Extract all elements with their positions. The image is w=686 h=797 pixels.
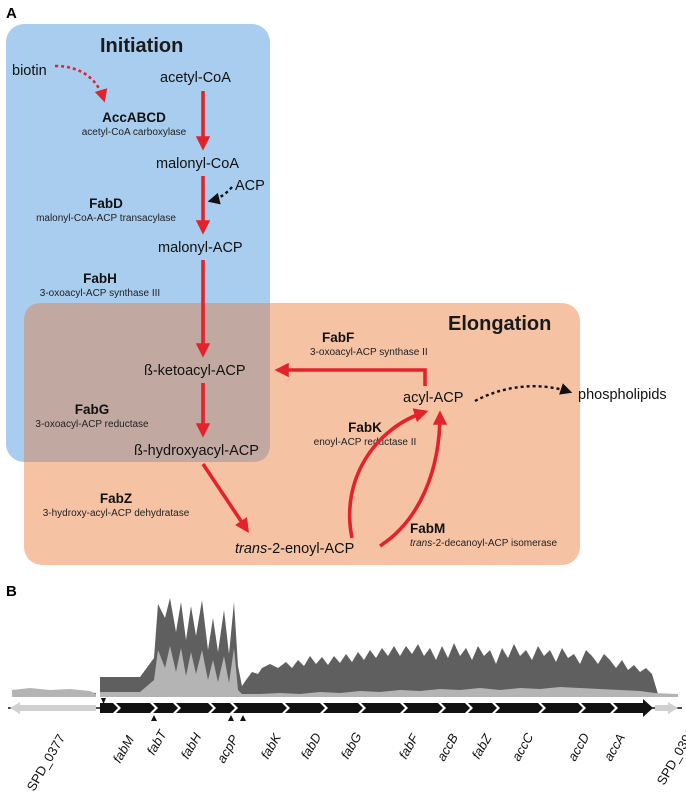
fab-operon-arrow (100, 699, 686, 717)
gene-label-acpp: acpP (214, 732, 242, 765)
fabh-name: FabH (83, 271, 117, 286)
gene-label-fabk: fabK (258, 730, 285, 762)
gene-label-fabz: fabZ (469, 731, 496, 762)
arrow-acp-dotted (207, 186, 233, 205)
overlap-region (24, 303, 270, 462)
phospholipids-label: phospholipids (578, 387, 667, 403)
coverage-light-track (12, 646, 678, 697)
malonyl-coa-label: malonyl-CoA (156, 156, 239, 172)
fabk-desc: enoyl-ACP reductase II (314, 437, 417, 448)
gene-label-accc: accC (509, 730, 537, 764)
gene-boundaries (113, 703, 618, 713)
fabm-name: FabM (410, 521, 445, 536)
gene-label-fabm: fabM (110, 733, 138, 766)
gene-label-spd0377: SPD_0377 (24, 732, 68, 792)
gene-label-acca: accA (601, 731, 628, 764)
coverage-dark-track (12, 598, 678, 697)
arrow-fabm-curve (379, 410, 448, 548)
elongation-title: Elongation (448, 313, 551, 335)
fabd-name: FabD (89, 196, 123, 211)
initiation-title: Initiation (100, 35, 183, 57)
arrow-fabk-curve (347, 408, 429, 539)
arrow-hydroxyacyl-enoyl (201, 463, 249, 533)
promoter-marks (101, 698, 246, 721)
acyl-acp-label: acyl-ACP (403, 390, 463, 406)
fabf-desc: 3-oxoacyl-ACP synthase II (310, 347, 428, 358)
enoyl-acp-label: trans-2-enoyl-ACP (235, 541, 354, 557)
arrow-phospholipids-dotted (474, 383, 573, 403)
acetyl-coa-label: acetyl-CoA (160, 70, 231, 86)
gene-label-fabt: fabT (144, 727, 171, 758)
panel-a-label: A (6, 5, 17, 22)
arrow-biotin-dotted (54, 64, 108, 103)
fabg-name: FabG (75, 402, 110, 417)
fabd-desc: malonyl-CoA-ACP transacylase (36, 213, 176, 224)
arrow-acyl-ketoacyl (274, 362, 427, 386)
gene-spd0377-arrow (10, 702, 96, 714)
accabcd-name: AccABCD (102, 110, 166, 125)
gene-label-fabd: fabD (298, 730, 325, 761)
accabcd-desc: acetyl-CoA carboxylase (82, 127, 187, 138)
fabz-desc: 3-hydroxy-acyl-ACP dehydratase (43, 508, 190, 519)
gene-label-accb: accB (434, 731, 462, 764)
gene-spd0391-arrow (655, 702, 678, 714)
gene-label-fabg: fabG (338, 730, 365, 762)
acp-label: ACP (235, 178, 265, 194)
fabf-name: FabF (322, 330, 354, 345)
gene-label-accd: accD (565, 730, 593, 763)
gene-label-fabh: fabH (178, 730, 205, 762)
fabk-name: FabK (348, 420, 382, 435)
fabz-name: FabZ (100, 491, 132, 506)
fabg-desc: 3-oxoacyl-ACP reductase (35, 419, 149, 430)
fabm-desc: trans-2-decanoyl-ACP isomerase (410, 538, 558, 549)
biotin-label: biotin (12, 63, 47, 79)
hydroxyacyl-acp-label: ß-hydroxyacyl-ACP (134, 443, 259, 459)
gene-label-spd0391: SPD_0391 (654, 726, 686, 788)
gene-label-fabf: fabF (396, 731, 423, 762)
panel-b-label: B (6, 583, 17, 600)
ketoacyl-acp-label: ß-ketoacyl-ACP (144, 363, 246, 379)
malonyl-acp-label: malonyl-ACP (158, 240, 243, 256)
fabh-desc: 3-oxoacyl-ACP synthase III (40, 288, 160, 299)
